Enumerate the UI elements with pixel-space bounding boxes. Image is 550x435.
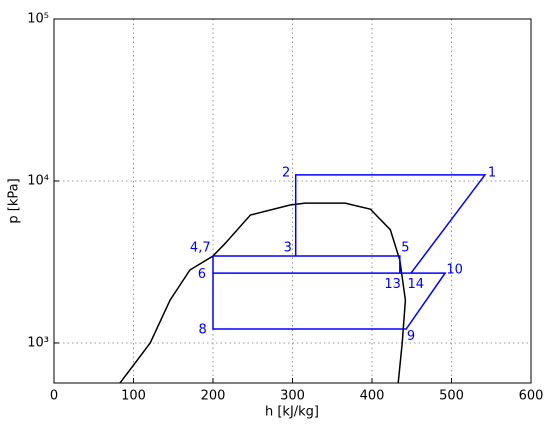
x-tick-label: 400 bbox=[360, 389, 385, 404]
point-label: 2 bbox=[282, 166, 290, 181]
point-label: 10 bbox=[446, 263, 463, 278]
point-label: 3 bbox=[284, 241, 292, 256]
series-line bbox=[119, 202, 407, 384]
point-label: 6 bbox=[198, 267, 206, 282]
point-label: 1 bbox=[488, 166, 496, 181]
point-label: 5 bbox=[401, 241, 409, 256]
x-axis-label: h [kJ/kg] bbox=[265, 405, 319, 420]
x-tick-label: 600 bbox=[519, 389, 544, 404]
plot-frame bbox=[53, 18, 532, 384]
y-tick-label: 10⁴ bbox=[27, 173, 49, 188]
y-axis-label: p [kPa] bbox=[7, 178, 22, 223]
point-label: 4,7 bbox=[190, 241, 211, 256]
x-tick-label: 100 bbox=[121, 389, 146, 404]
x-tick-label: 0 bbox=[50, 389, 58, 404]
y-tick-label: 10³ bbox=[27, 335, 49, 350]
point-label: 8 bbox=[199, 323, 207, 338]
point-label: 13 bbox=[384, 277, 401, 292]
x-tick-label: 300 bbox=[280, 389, 305, 404]
x-tick-label: 500 bbox=[439, 389, 464, 404]
x-tick-label: 200 bbox=[201, 389, 226, 404]
series-line bbox=[212, 174, 487, 330]
y-tick-label: 10⁵ bbox=[27, 12, 49, 27]
point-label: 14 bbox=[407, 277, 424, 292]
point-label: 9 bbox=[407, 329, 415, 344]
